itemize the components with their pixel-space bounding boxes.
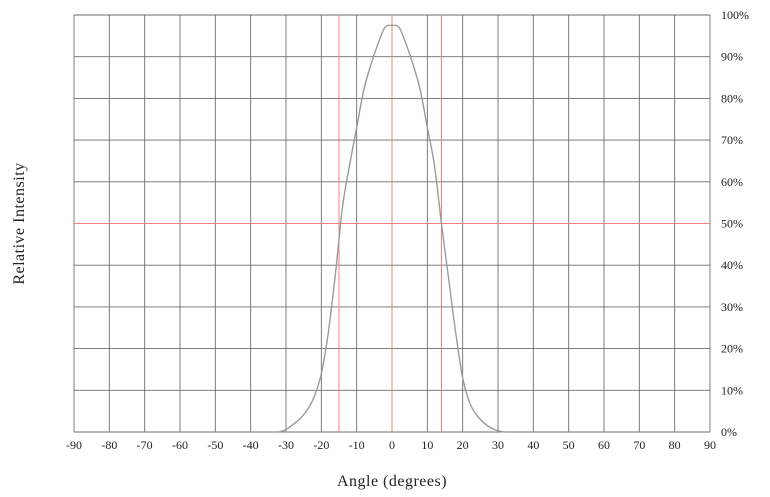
y-tick-label: 100% (721, 8, 749, 22)
y-tick-label: 80% (721, 91, 743, 105)
x-tick-label: 70 (633, 438, 645, 452)
x-tick-label: 30 (492, 438, 504, 452)
y-tick-label: 10% (721, 383, 743, 397)
x-tick-label: -50 (207, 438, 223, 452)
y-tick-label: 60% (721, 175, 743, 189)
x-tick-label: -90 (66, 438, 82, 452)
x-tick-label: 80 (669, 438, 681, 452)
x-tick-label: -80 (101, 438, 117, 452)
x-tick-label: 10 (421, 438, 433, 452)
y-tick-labels: 0% 10% 20% 30% 40% 50% 60% 70% 80% 90% 100% (721, 8, 749, 439)
x-axis-title: Angle (degrees) (337, 473, 447, 490)
y-tick-label: 50% (721, 217, 743, 231)
y-tick-label: 30% (721, 300, 743, 314)
x-tick-label: 60 (598, 438, 610, 452)
y-tick-label: 90% (721, 50, 743, 64)
x-tick-label: 0 (389, 438, 395, 452)
x-tick-label: -40 (243, 438, 259, 452)
x-tick-label: 20 (457, 438, 469, 452)
x-tick-label: -20 (313, 438, 329, 452)
x-tick-label: -10 (349, 438, 365, 452)
y-axis-title: Relative Intensity (11, 162, 28, 284)
y-tick-label: 0% (721, 425, 737, 439)
x-tick-label: 40 (527, 438, 539, 452)
x-tick-label: 90 (704, 438, 716, 452)
x-tick-label: 50 (563, 438, 575, 452)
y-tick-label: 40% (721, 258, 743, 272)
reference-lines (74, 15, 710, 432)
intensity-curve (278, 24, 506, 433)
x-tick-label: -60 (172, 438, 188, 452)
y-tick-label: 70% (721, 133, 743, 147)
x-tick-label: -70 (137, 438, 153, 452)
x-tick-labels: -90 -80 -70 -60 -50 -40 -30 -20 -10 0 10 20 30 40 50 60… (66, 438, 716, 452)
y-tick-label: 20% (721, 342, 743, 356)
x-tick-label: -30 (278, 438, 294, 452)
intensity-curve-group (278, 24, 506, 433)
